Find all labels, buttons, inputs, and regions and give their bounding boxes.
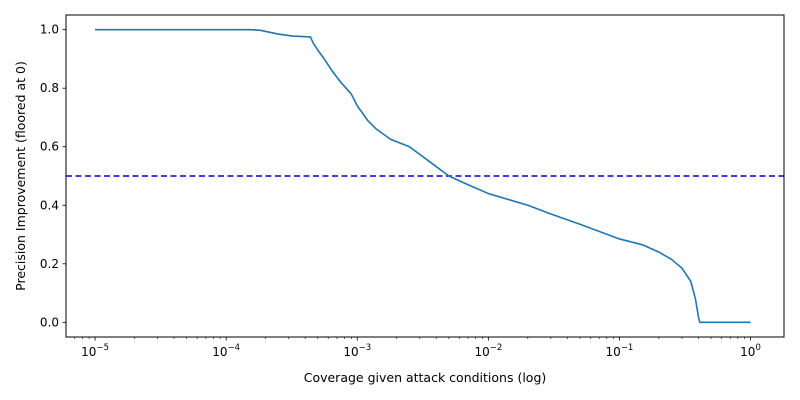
series-lines <box>95 28 751 324</box>
y-tick-label: 0.6 <box>40 140 59 154</box>
x-tick-label: 10−1 <box>606 343 634 359</box>
y-axis-ticks: 0.0 0.2 0.4 0.6 0.8 1.0 <box>40 23 66 329</box>
x-tick-label: 100 <box>740 343 761 359</box>
y-tick-label: 1.0 <box>40 23 59 37</box>
y-axis-label: Precision Improvement (floored at 0) <box>13 61 28 291</box>
y-tick-label: 0.0 <box>40 315 59 329</box>
x-tick-label: 10−4 <box>212 343 240 359</box>
x-tick-label: 10−2 <box>474 343 502 359</box>
series-line-0 <box>95 28 751 324</box>
y-tick-label: 0.2 <box>40 257 59 271</box>
y-tick-label: 0.4 <box>40 198 59 212</box>
x-tick-label: 10−5 <box>81 343 109 359</box>
y-tick-label: 0.8 <box>40 81 59 95</box>
x-axis-ticks: 10−5 10−4 10−3 10−2 10−1 100 <box>74 337 761 359</box>
x-tick-label: 10−3 <box>343 343 371 359</box>
axes-frame <box>65 14 785 338</box>
x-axis-label: Coverage given attack conditions (log) <box>304 370 547 385</box>
